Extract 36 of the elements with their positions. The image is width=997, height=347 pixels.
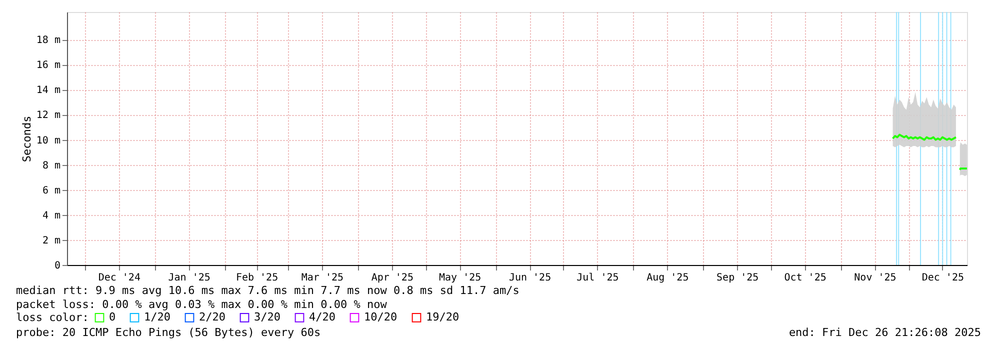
text: end: Fri Dec 26 21:26:08 2025 [788,326,981,339]
x-tick-label: Aug '25 [646,272,689,284]
x-tick-label: May '25 [439,272,482,284]
text: packet loss: 0.00 % avg 0.03 % max 0.00 % min 0.00 % now [16,298,388,311]
legend-label: 19/20 [426,310,460,324]
x-tick-label: Jul '25 [576,272,619,284]
x-tick-label: Oct '25 [784,272,826,284]
x-tick-label: Nov '25 [854,272,896,284]
legend-title: loss color: [16,311,89,324]
y-tick-label: 6 m [42,185,60,196]
y-tick-label: 0 [54,260,60,272]
legend-label: 1/20 [144,310,170,324]
legend-label: 3/20 [254,310,280,324]
y-tick-label: 16 m [36,60,60,72]
text: median rtt: 9.9 ms avg 10.6 ms max 7.6 ms min 7.7 ms now 0.8 ms sd 11.7 am/s [16,284,520,297]
y-tick-label: 2 m [42,235,60,246]
y-tick-label: 8 m [42,160,60,172]
y-tick-label: 4 m [42,210,60,222]
legend-label: 10/20 [364,310,398,324]
text: probe: 20 ICMP Echo Pings (56 Bytes) every 60s [16,326,321,339]
legend-label: 0 [109,310,116,324]
legend-label: 2/20 [199,310,226,324]
x-tick-label: Sep '25 [716,272,759,284]
y-axis-title: Seconds [20,116,34,162]
x-tick-label: Jan '25 [168,272,210,284]
x-tick-label: Apr '25 [371,272,414,284]
x-tick-label: Mar '25 [301,272,344,284]
legend-label: 4/20 [309,310,336,324]
y-tick-label: 10 m [36,135,60,146]
x-tick-label: Jun '25 [508,272,552,284]
x-tick-label: Dec '24 [98,272,140,284]
y-tick-label: 18 m [36,35,60,46]
x-tick-label: Dec '25 [922,272,964,284]
x-tick-label: Feb '25 [236,272,278,284]
y-tick-label: 12 m [36,110,60,122]
y-tick-label: 14 m [36,85,60,96]
